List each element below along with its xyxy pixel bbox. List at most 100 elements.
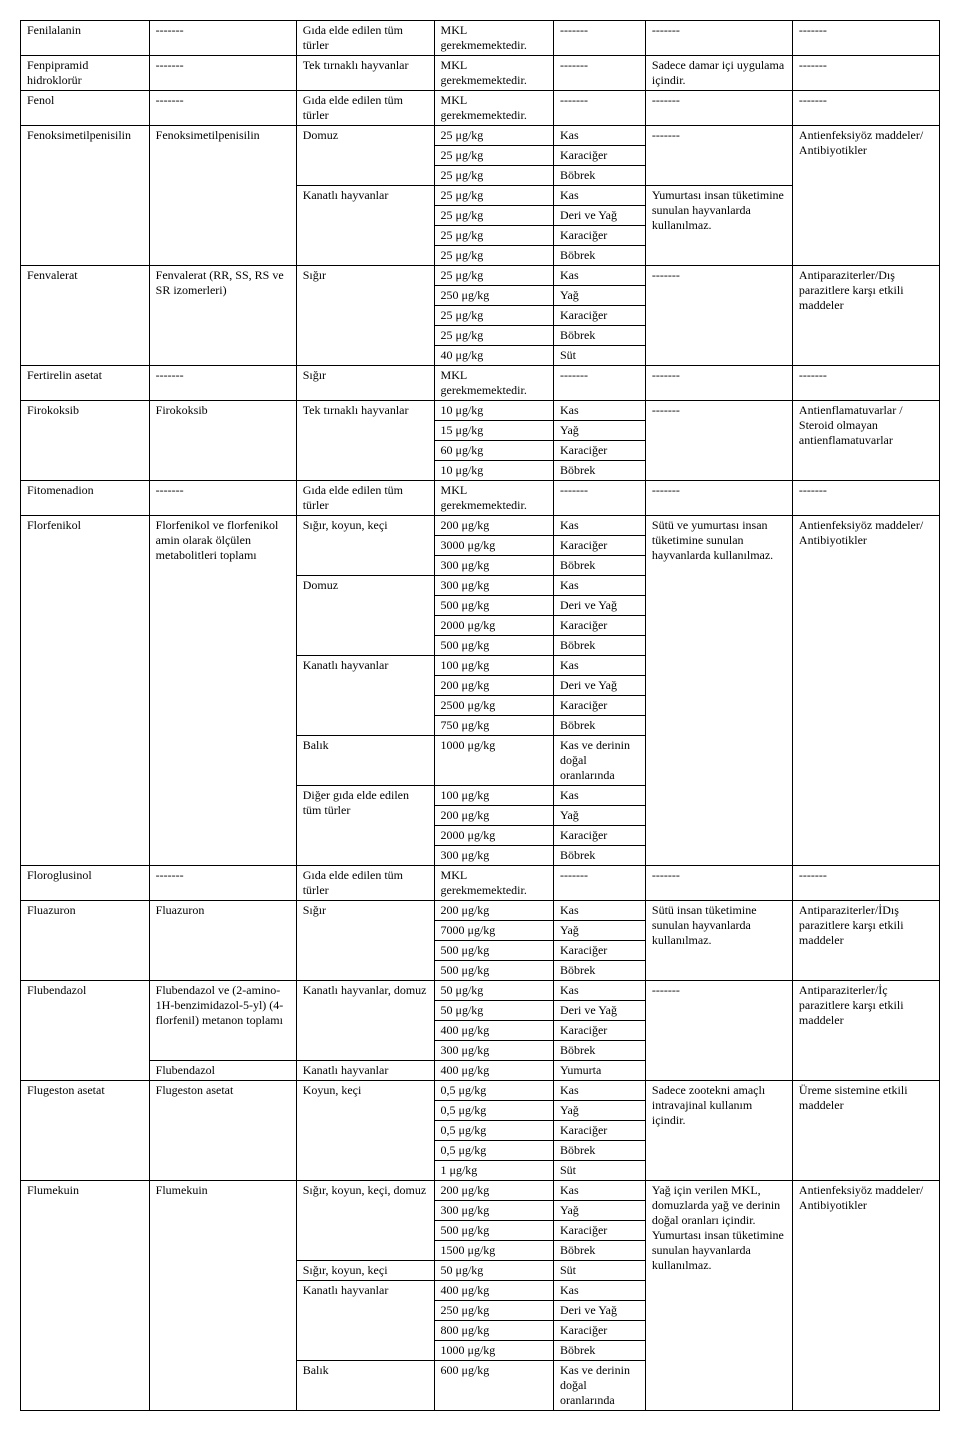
table-cell: 25 μg/kg [434, 226, 553, 246]
table-cell: 500 μg/kg [434, 596, 553, 616]
table-cell: Kas [554, 401, 646, 421]
table-cell: Böbrek [554, 246, 646, 266]
table-row: Flugeston asetatFlugeston asetatKoyun, k… [21, 1081, 940, 1101]
table-cell: Karaciğer [554, 146, 646, 166]
table-cell: Böbrek [554, 166, 646, 186]
table-cell: 500 μg/kg [434, 961, 553, 981]
table-cell: Yumurta [554, 1061, 646, 1081]
table-cell: 100 μg/kg [434, 656, 553, 676]
table-cell: 25 μg/kg [434, 246, 553, 266]
table-cell: 300 μg/kg [434, 1201, 553, 1221]
table-cell: Kas ve derinin doğal oranlarında [554, 1361, 646, 1411]
table-cell: ------- [645, 981, 792, 1081]
table-cell: Kas [554, 981, 646, 1001]
table-cell: Flugeston asetat [149, 1081, 296, 1181]
table-cell: ------- [149, 366, 296, 401]
table-cell: 0,5 μg/kg [434, 1101, 553, 1121]
table-cell: Fertirelin asetat [21, 366, 150, 401]
table-row: Fertirelin asetat-------SığırMKL gerekme… [21, 366, 940, 401]
table-cell: Florfenikol ve florfenikol amin olarak ö… [149, 516, 296, 866]
table-cell: Floroglusinol [21, 866, 150, 901]
table-cell: Flubendazol ve (2-amino-1H-benzimidazol-… [149, 981, 296, 1061]
table-cell: MKL gerekmemektedir. [434, 21, 553, 56]
table-cell: 15 μg/kg [434, 421, 553, 441]
table-cell: ------- [149, 481, 296, 516]
table-cell: 50 μg/kg [434, 981, 553, 1001]
table-cell: 50 μg/kg [434, 1261, 553, 1281]
table-cell: 300 μg/kg [434, 846, 553, 866]
table-cell: ------- [554, 21, 646, 56]
table-cell: ------- [792, 866, 939, 901]
table-cell: ------- [792, 481, 939, 516]
table-cell: 25 μg/kg [434, 126, 553, 146]
table-cell: 300 μg/kg [434, 556, 553, 576]
table-cell: Florfenikol [21, 516, 150, 866]
table-cell: Karaciğer [554, 1021, 646, 1041]
table-cell: MKL gerekmemektedir. [434, 481, 553, 516]
table-cell: Karaciğer [554, 1221, 646, 1241]
table-cell: ------- [792, 56, 939, 91]
table-cell: Karaciğer [554, 1321, 646, 1341]
table-cell: ------- [149, 91, 296, 126]
table-cell: Sadece zootekni amaçlı intravajinal kull… [645, 1081, 792, 1181]
table-cell: ------- [645, 366, 792, 401]
table-cell: MKL gerekmemektedir. [434, 56, 553, 91]
table-cell: MKL gerekmemektedir. [434, 866, 553, 901]
table-cell: 250 μg/kg [434, 286, 553, 306]
table-cell: Karaciğer [554, 226, 646, 246]
table-cell: 50 μg/kg [434, 1001, 553, 1021]
table-cell: ------- [554, 56, 646, 91]
table-cell: ------- [792, 21, 939, 56]
table-cell: Flugeston asetat [21, 1081, 150, 1181]
table-cell: Fenoksimetilpenisilin [21, 126, 150, 266]
table-cell: Karaciğer [554, 696, 646, 716]
table-cell: Yağ [554, 421, 646, 441]
table-cell: 3000 μg/kg [434, 536, 553, 556]
table-cell: ------- [149, 21, 296, 56]
table-cell: Süt [554, 346, 646, 366]
table-cell: Kas [554, 1181, 646, 1201]
table-row: Fenol-------Gıda elde edilen tüm türlerM… [21, 91, 940, 126]
table-cell: 25 μg/kg [434, 166, 553, 186]
table-cell: ------- [554, 91, 646, 126]
table-cell: 0,5 μg/kg [434, 1141, 553, 1161]
table-cell: 750 μg/kg [434, 716, 553, 736]
table-cell: Sığır [296, 366, 434, 401]
table-cell: 500 μg/kg [434, 941, 553, 961]
table-cell: Antiparaziterler/İç parazitlere karşı et… [792, 981, 939, 1081]
table-cell: 0,5 μg/kg [434, 1081, 553, 1101]
table-cell: Sığır, koyun, keçi [296, 516, 434, 576]
table-cell: Antienfeksiyöz maddeler/ Antibiyotikler [792, 1181, 939, 1411]
table-cell: Kanatlı hayvanlar [296, 656, 434, 736]
table-row: FluazuronFluazuronSığır200 μg/kgKasSütü … [21, 901, 940, 921]
table-cell: 200 μg/kg [434, 901, 553, 921]
table-cell: Koyun, keçi [296, 1081, 434, 1181]
table-cell: 500 μg/kg [434, 1221, 553, 1241]
table-cell: ------- [792, 91, 939, 126]
table-row: Fenpipramid hidroklorür-------Tek tırnak… [21, 56, 940, 91]
table-cell: 200 μg/kg [434, 676, 553, 696]
table-row: FlorfenikolFlorfenikol ve florfenikol am… [21, 516, 940, 536]
table-cell: Deri ve Yağ [554, 676, 646, 696]
table-cell: Balık [296, 1361, 434, 1411]
table-cell: Böbrek [554, 846, 646, 866]
table-cell: Kas [554, 656, 646, 676]
table-cell: Sığır [296, 266, 434, 366]
table-row: FirokoksibFirokoksibTek tırnaklı hayvanl… [21, 401, 940, 421]
table-cell: Deri ve Yağ [554, 206, 646, 226]
table-cell: Fenpipramid hidroklorür [21, 56, 150, 91]
table-cell: Antiparaziterler/Dış parazitlere karşı e… [792, 266, 939, 366]
table-cell: Kas [554, 186, 646, 206]
table-cell: Tek tırnaklı hayvanlar [296, 401, 434, 481]
table-cell: ------- [645, 91, 792, 126]
table-cell: ------- [645, 401, 792, 481]
table-row: FlubendazolFlubendazol ve (2-amino-1H-be… [21, 981, 940, 1001]
table-cell: Tek tırnaklı hayvanlar [296, 56, 434, 91]
table-cell: 0,5 μg/kg [434, 1121, 553, 1141]
table-cell: ------- [149, 56, 296, 91]
table-cell: ------- [792, 366, 939, 401]
table-row: FenvaleratFenvalerat (RR, SS, RS ve SR i… [21, 266, 940, 286]
table-cell: Karaciğer [554, 826, 646, 846]
table-cell: 1000 μg/kg [434, 736, 553, 786]
table-cell: Balık [296, 736, 434, 786]
